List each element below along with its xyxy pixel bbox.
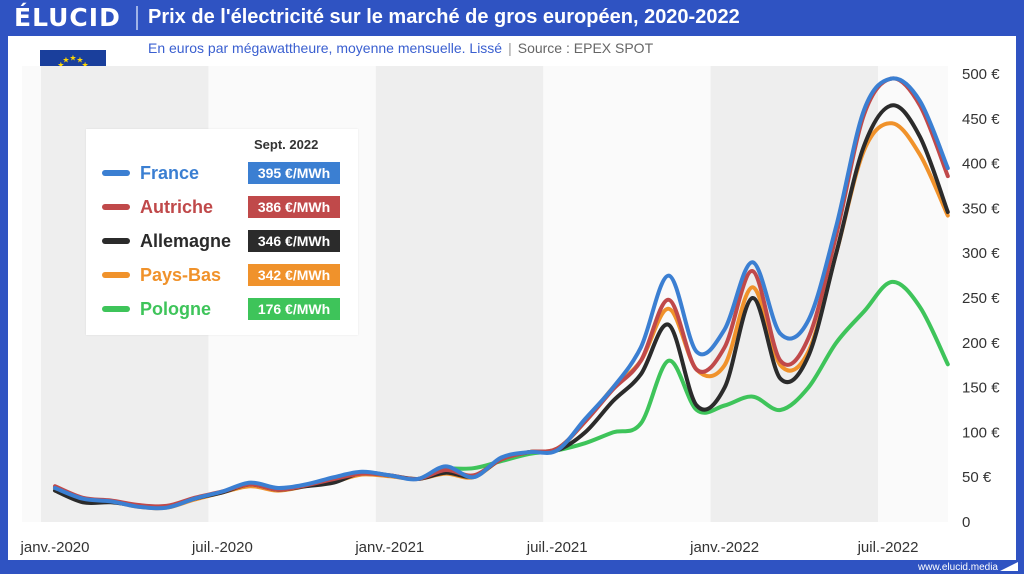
header-divider bbox=[136, 6, 138, 30]
legend-heading: Sept. 2022 bbox=[254, 137, 319, 152]
y-tick-label: 500 € bbox=[962, 66, 1000, 83]
series-line-france bbox=[53, 76, 950, 511]
chart-subtitle-row: En euros par mégawattheure, moyenne mens… bbox=[148, 40, 653, 56]
y-tick-label: 400 € bbox=[962, 156, 1000, 173]
x-tick-label: juil.-2020 bbox=[191, 539, 253, 556]
legend-value-autriche: 386 €/MWh bbox=[248, 196, 340, 218]
y-tick-label: 150 € bbox=[962, 380, 1000, 397]
eu-star: ★ bbox=[76, 55, 83, 64]
legend-value-pays-bas: 342 €/MWh bbox=[248, 264, 340, 286]
legend-swatch-allemagne bbox=[102, 238, 130, 244]
legend-item-pologne: Pologne 176 €/MWh bbox=[102, 298, 352, 320]
eu-star: ★ bbox=[82, 61, 89, 70]
x-tick-label: juil.-2021 bbox=[526, 539, 588, 556]
eu-star: ★ bbox=[62, 55, 69, 64]
header-bar: ÉLUCID Prix de l'électricité sur le marc… bbox=[0, 0, 1024, 36]
chart-subtitle: En euros par mégawattheure, moyenne mens… bbox=[148, 40, 503, 56]
eu-star: ★ bbox=[57, 61, 64, 70]
y-tick-label: 300 € bbox=[962, 245, 1000, 262]
legend-item-france: France 395 €/MWh bbox=[102, 162, 352, 184]
legend-value-allemagne: 346 €/MWh bbox=[248, 230, 340, 252]
y-tick-label: 350 € bbox=[962, 200, 1000, 217]
chart-source: Source : EPEX SPOT bbox=[517, 40, 654, 56]
y-tick-label: 250 € bbox=[962, 290, 1000, 307]
legend-value-france: 395 €/MWh bbox=[248, 162, 340, 184]
legend-item-allemagne: Allemagne 346 €/MWh bbox=[102, 230, 352, 252]
brand-logo: ÉLUCID bbox=[14, 3, 121, 32]
legend-label-pologne: Pologne bbox=[140, 299, 211, 319]
grid-band bbox=[375, 66, 544, 522]
legend-swatch-autriche bbox=[102, 204, 130, 210]
legend-item-pays-bas: Pays-Bas 342 €/MWh bbox=[102, 264, 352, 286]
y-tick-label: 50 € bbox=[962, 469, 992, 486]
x-tick-label: janv.-2022 bbox=[689, 539, 759, 556]
eu-star: ★ bbox=[69, 54, 76, 63]
legend-label-allemagne: Allemagne bbox=[140, 231, 232, 251]
legend-swatch-pays-bas bbox=[102, 272, 130, 278]
legend-swatch-pologne bbox=[102, 306, 130, 312]
y-tick-label: 0 bbox=[962, 514, 970, 531]
legend-label-autriche: Autriche bbox=[140, 197, 214, 217]
y-tick-label: 100 € bbox=[962, 424, 1000, 441]
x-tick-label: juil.-2022 bbox=[857, 539, 919, 556]
y-tick-label: 200 € bbox=[962, 335, 1000, 352]
x-tick-label: janv.-2021 bbox=[354, 539, 424, 556]
chart-legend: Sept. 2022 France 395 €/MWh Autriche 386… bbox=[86, 129, 358, 335]
legend-label-france: France bbox=[140, 163, 200, 183]
subtitle-separator: | bbox=[508, 40, 512, 56]
page-title: Prix de l'électricité sur le marché de g… bbox=[148, 6, 740, 28]
legend-label-pays-bas: Pays-Bas bbox=[140, 265, 222, 285]
x-tick-label: janv.-2020 bbox=[20, 539, 90, 556]
footer-logo-icon bbox=[1000, 562, 1018, 571]
y-tick-label: 450 € bbox=[962, 111, 1000, 128]
footer-url: www.elucid.media bbox=[917, 562, 998, 573]
legend-swatch-france bbox=[102, 170, 130, 176]
legend-item-autriche: Autriche 386 €/MWh bbox=[102, 196, 352, 218]
legend-value-pologne: 176 €/MWh bbox=[248, 298, 340, 320]
